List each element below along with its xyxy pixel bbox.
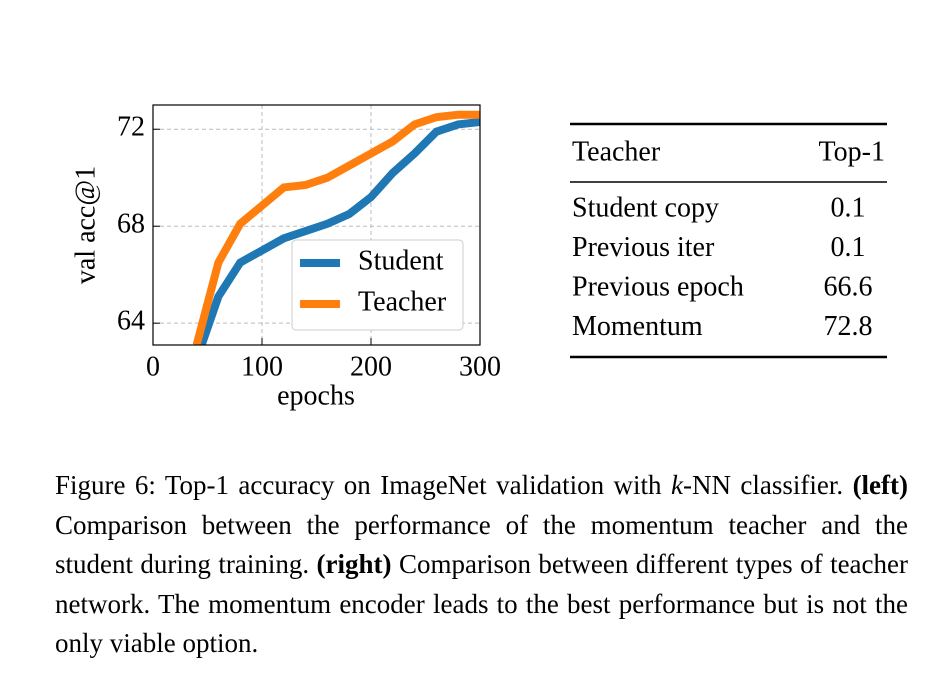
y-tick-label: 64 [117,306,145,337]
table-cell: Momentum [572,311,703,342]
x-tick-label: 0 [146,351,160,382]
chart: epochs val acc@1 64 68 72 0 100 200 300 Student… [70,104,501,411]
table-cell: 66.6 [824,271,873,302]
table: Teacher Top-1 Student copy 0.1 Previous it… [570,122,887,359]
table-cell: 0.1 [831,232,866,263]
caption-text: (right) [316,549,392,579]
x-axis-label: epochs [277,380,355,411]
y-axis-label: val acc@1 [70,166,101,284]
table-cell: Previous epoch [572,271,744,302]
y-tick-label: 72 [117,112,145,143]
figure: epochs val acc@1 64 68 72 0 100 200 300 Student… [70,104,887,411]
x-tick-label: 300 [459,351,501,382]
axes-frame [152,104,481,346]
caption-text: -NN classifier. [682,470,853,500]
caption-text: Comparison between the performance of th… [55,509,908,580]
table-cell: Student copy [572,192,719,223]
table-cell: 72.8 [824,311,873,342]
caption-text: (left) [852,470,909,500]
table-cell: 0.1 [831,192,866,223]
table-header: Teacher [572,136,661,167]
x-tick-label: 200 [350,351,392,382]
table-cell: Previous iter [572,232,715,263]
legend-label: Teacher [358,286,447,317]
table-header: Top-1 [819,136,885,167]
x-tick-label: 100 [241,351,283,382]
legend-label: Student [358,245,444,276]
caption-text: Comparison between different types of te… [55,549,908,658]
caption-text: k [670,470,683,500]
y-tick-label: 68 [117,209,145,240]
caption-text: Figure 6: Top-1 accuracy on ImageNet val… [55,470,671,500]
caption: Figure 6: Top-1 accuracy on ImageNet val… [55,466,908,664]
series-line [192,110,480,345]
series-line [197,117,480,345]
